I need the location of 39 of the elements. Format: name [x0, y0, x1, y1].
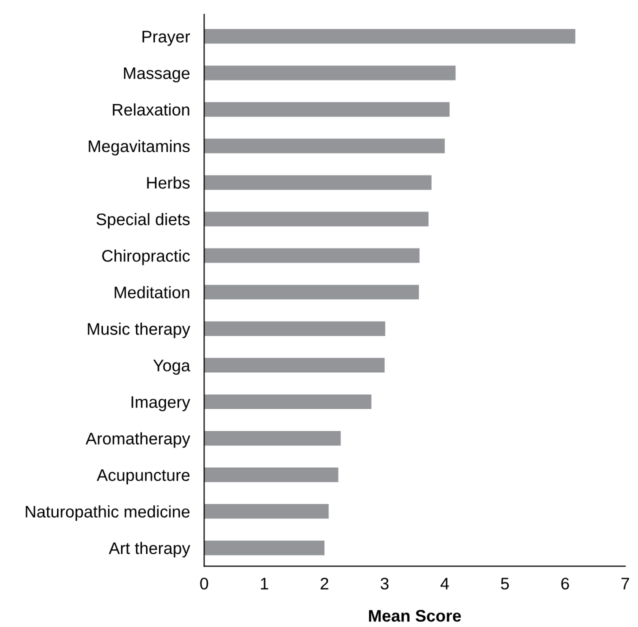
bar: [204, 358, 385, 373]
x-tick-label: 3: [380, 578, 389, 590]
bar: [204, 430, 341, 446]
x-tick-label: 5: [500, 578, 509, 590]
x-axis-title: Mean Score: [369, 610, 461, 622]
bar: [204, 102, 450, 117]
bar: [204, 138, 445, 154]
bar: [204, 394, 372, 410]
y-tick-label: Megavitamins: [88, 140, 190, 156]
y-tick-label: Aromatherapy: [86, 432, 190, 448]
y-tick-label: Imagery: [132, 396, 190, 412]
y-tick-label: Herbs: [147, 176, 190, 189]
y-tick-label: Meditation: [114, 286, 190, 298]
x-tick-label: 1: [260, 578, 268, 590]
y-tick-label: Relaxation: [112, 103, 190, 116]
bar: [204, 212, 429, 226]
bar: [204, 540, 324, 556]
bar: [204, 29, 576, 44]
x-tick-label: 7: [621, 578, 630, 590]
bar: [204, 321, 386, 336]
bar: [204, 284, 419, 300]
bar: [204, 66, 456, 80]
y-tick-label: Yoga: [153, 360, 190, 375]
y-tick-label: Special diets: [96, 213, 190, 229]
bar: [204, 504, 329, 519]
y-tick-label: Naturopathic medicine: [26, 505, 190, 521]
x-tick-label: 2: [320, 578, 328, 590]
y-tick-label: Art therapy: [108, 542, 190, 558]
bar: [204, 468, 338, 482]
y-tick-label: Acupuncture: [96, 469, 190, 484]
y-tick-label: Massage: [124, 67, 190, 82]
y-tick-label: Chiropractic: [102, 250, 190, 266]
x-tick-label: 6: [561, 578, 569, 590]
x-tick-label: 4: [440, 578, 449, 590]
y-tick-label: Music therapy: [88, 322, 190, 338]
bar: [204, 248, 420, 263]
y-tick-label: Prayer: [142, 30, 190, 46]
bar: [204, 175, 432, 190]
x-tick-label: 0: [200, 578, 208, 590]
